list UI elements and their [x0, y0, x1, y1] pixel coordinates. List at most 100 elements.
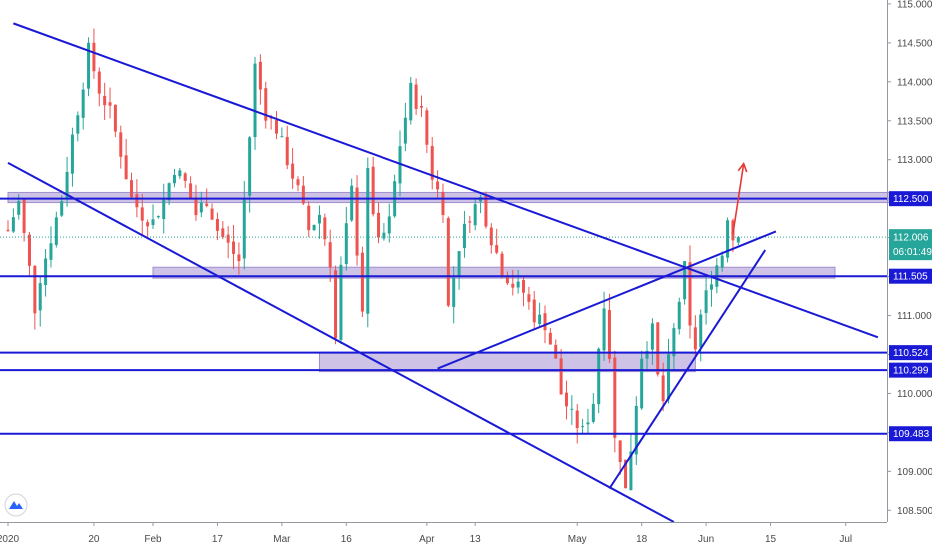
projection-arrow-head [737, 161, 748, 173]
candle-body [6, 229, 10, 231]
candle-body [38, 283, 42, 311]
countdown-label: 06:01:49 [893, 247, 932, 258]
candle-body [221, 228, 225, 238]
y-tick-label: 115.000 [897, 0, 932, 10]
candle-body [199, 202, 203, 213]
candle-body [264, 88, 268, 121]
current-price-label: 112.006 [893, 233, 929, 244]
candle-body [726, 220, 730, 258]
candle-body [683, 261, 687, 300]
x-tick-label: 18 [636, 534, 648, 545]
candle-body [124, 155, 128, 180]
candle-body [275, 120, 278, 134]
level-price-badge [889, 191, 932, 207]
candle-body [162, 198, 166, 220]
candle-body [232, 241, 236, 254]
candle-body [215, 219, 219, 231]
x-tick-label: Mar [273, 534, 291, 545]
level-price-label: 111.505 [893, 272, 928, 283]
candle-body [403, 117, 407, 144]
candle-body [538, 314, 542, 324]
candle-body [65, 171, 69, 199]
candle-body [242, 197, 246, 259]
candle-body [586, 422, 590, 425]
candle-body [70, 134, 74, 174]
x-tick-label: 20 [88, 534, 100, 545]
candle-body [130, 180, 134, 198]
level-price-badge [889, 268, 932, 284]
x-tick-label: 13 [470, 534, 482, 545]
candle-body [11, 217, 15, 232]
candle-body [516, 281, 520, 288]
candle-body [189, 183, 193, 200]
candle-body [172, 174, 176, 184]
trendline [7, 161, 675, 523]
logo-mark [9, 501, 23, 509]
candle-body [570, 408, 574, 410]
candle-body [253, 63, 257, 138]
candle-body [661, 375, 665, 402]
candle-body [210, 208, 214, 220]
candle-body [704, 290, 708, 313]
candle-body [27, 234, 31, 266]
candle-body [559, 358, 563, 395]
candle-body [87, 42, 91, 89]
x-tick-label: Apr [419, 534, 435, 545]
candle-body [667, 354, 671, 400]
candle-body [419, 106, 423, 108]
candle-body [591, 403, 595, 422]
trendlines-layer [7, 22, 879, 523]
candle-body [151, 219, 155, 226]
level-price-label: 109.483 [893, 429, 930, 440]
projection-arrow-shaft [732, 163, 745, 234]
candle-body [344, 223, 348, 265]
candle-body [495, 245, 499, 253]
trendline [437, 230, 777, 370]
candle-body [366, 168, 370, 314]
level-price-badge [889, 345, 932, 361]
candle-body [237, 254, 241, 262]
candle-body [699, 314, 703, 348]
candle-body [301, 185, 305, 204]
candle-body [60, 201, 64, 216]
current-price-badge [889, 229, 932, 261]
candle-body [720, 255, 724, 268]
support-resistance-zone [152, 266, 836, 279]
candle-body [178, 170, 182, 177]
candle-body [645, 350, 649, 359]
candle-body [33, 265, 37, 314]
candle-body [258, 61, 262, 90]
candle-body [269, 117, 273, 119]
candle-body [339, 264, 343, 340]
candle-body [602, 308, 606, 351]
candle-body [511, 283, 515, 288]
y-tick-label: 111.000 [897, 311, 932, 322]
candle-body [452, 277, 456, 307]
candle-body [156, 216, 160, 218]
candle-body [693, 327, 697, 350]
candle-body [22, 199, 26, 233]
x-tick-label: Jul [839, 534, 852, 545]
candle-body [446, 218, 450, 306]
candle-body [323, 217, 327, 240]
trendline [608, 249, 767, 490]
y-tick-label: 113.500 [897, 116, 932, 127]
candle-body [280, 136, 284, 138]
y-tick-label: 109.000 [897, 467, 932, 478]
candle-body [650, 323, 654, 350]
candle-body [564, 392, 568, 407]
candle-body [382, 232, 386, 239]
x-tick-label: 16 [341, 534, 353, 545]
candle-body [473, 204, 477, 226]
candle-body [113, 104, 117, 132]
y-tick-label: 108.500 [897, 506, 932, 517]
candle-body [296, 179, 300, 186]
candle-body [194, 197, 198, 216]
candle-body [409, 82, 413, 121]
candle-body [527, 294, 531, 302]
candle-body [328, 242, 332, 268]
candle-body [226, 234, 230, 243]
projection-arrow-layer [732, 161, 748, 234]
